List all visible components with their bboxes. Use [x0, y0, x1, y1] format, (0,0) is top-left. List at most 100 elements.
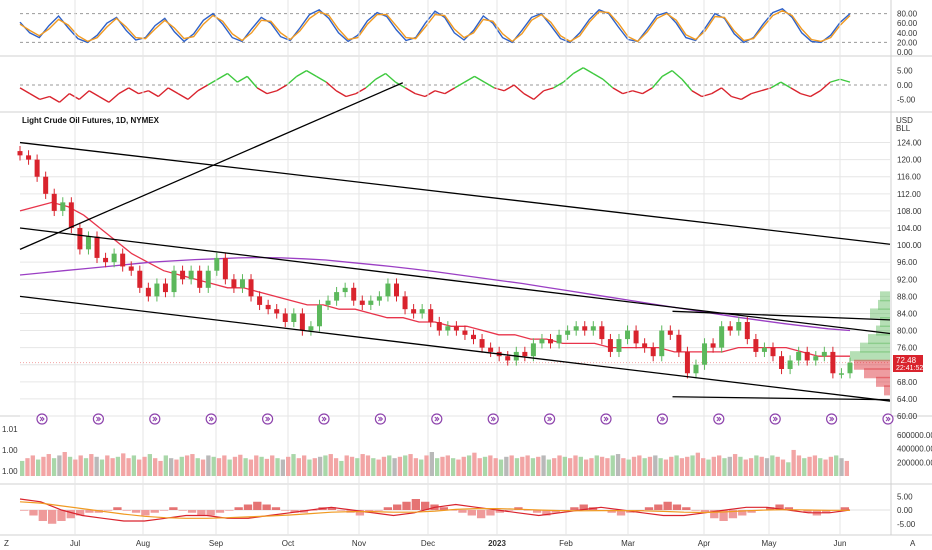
- candle-body: [479, 339, 485, 348]
- candle-body: [821, 351, 827, 357]
- oscillator-segment: [444, 87, 456, 95]
- oscillator-segment: [237, 75, 248, 83]
- candle-body: [736, 322, 742, 331]
- histogram-bar: [775, 504, 784, 510]
- volume-bar: [206, 455, 211, 476]
- corner-right-label[interactable]: A: [910, 539, 916, 548]
- candle-body: [428, 309, 434, 322]
- time-tick-label: Mar: [621, 539, 635, 548]
- volume-bar: [35, 459, 41, 476]
- profile-bar: [850, 351, 890, 362]
- trend-lines[interactable]: [19, 82, 891, 402]
- histogram-bar: [738, 510, 747, 516]
- volume-bar: [621, 458, 626, 476]
- corner-left-label[interactable]: Z: [4, 539, 9, 548]
- volume-bar: [663, 459, 669, 476]
- candle-body: [325, 300, 331, 305]
- histogram-bar: [20, 510, 29, 511]
- histogram-bar: [290, 510, 299, 513]
- volume-bar: [365, 455, 371, 476]
- volume-bar: [525, 455, 530, 476]
- oscillator-segment: [69, 93, 80, 100]
- oscillator-segment: [681, 78, 693, 92]
- volume-bar: [323, 455, 328, 476]
- candle-body: [556, 334, 562, 344]
- profile-bar: [880, 317, 890, 327]
- candle-body: [342, 287, 348, 293]
- volume-bar: [759, 456, 764, 476]
- event-marker-arrow: [39, 416, 45, 422]
- oscillator-segment: [770, 81, 782, 89]
- event-marker-arrow: [547, 416, 553, 422]
- moving-average-line: [19, 201, 850, 357]
- oscillator-segment: [217, 72, 228, 80]
- volume-bar: [317, 456, 323, 476]
- oscillator-segment: [721, 87, 732, 98]
- volume-bar: [520, 456, 525, 476]
- event-markers[interactable]: [36, 413, 894, 425]
- volume-bar: [121, 453, 126, 476]
- y-tick-label: -5.00: [897, 95, 916, 104]
- histogram-bar: [141, 510, 150, 516]
- volume-bar: [642, 458, 647, 476]
- candle-body: [368, 300, 374, 305]
- volume-bar: [248, 459, 254, 476]
- volume-bar: [626, 459, 631, 476]
- oscillator-segment: [227, 72, 238, 83]
- trend-line: [19, 295, 891, 402]
- oscillator-segment: [612, 87, 624, 95]
- oscillator-segment: [711, 87, 722, 95]
- volume-bar: [435, 458, 440, 476]
- volume-bar: [748, 458, 754, 476]
- histogram-bar: [542, 510, 551, 516]
- histogram-bar: [150, 510, 159, 513]
- volume-bar: [812, 455, 818, 476]
- price-tick-label: 84.00: [897, 309, 918, 318]
- volume-bar: [216, 458, 222, 476]
- histogram-bar: [374, 510, 383, 511]
- y-tick-label: 0.00: [897, 81, 913, 90]
- volume-bar: [775, 456, 780, 476]
- histogram-bar: [551, 510, 560, 513]
- oscillator-segment: [434, 90, 446, 95]
- histogram-bar: [271, 507, 281, 510]
- volume-bar: [589, 458, 594, 476]
- candle-body: [650, 347, 656, 357]
- volume-bar: [440, 456, 445, 476]
- candle-body: [770, 347, 776, 357]
- volume-bar: [158, 460, 163, 476]
- candle-body: [761, 347, 767, 352]
- oscillator-line: [19, 9, 851, 43]
- volume-bar: [834, 455, 839, 476]
- event-marker-arrow: [321, 416, 327, 422]
- volume-bar: [461, 456, 466, 476]
- volume-bar: [89, 454, 94, 476]
- candle-body: [625, 330, 631, 340]
- profile-bar: [870, 308, 890, 319]
- oscillator-segment: [108, 93, 120, 103]
- histogram-bar: [476, 510, 486, 519]
- histogram-bar: [710, 510, 719, 519]
- y-tick-label: 80.00: [897, 10, 918, 19]
- candle-body: [445, 326, 451, 331]
- oscillator-segment: [385, 72, 396, 83]
- oscillator-segment: [651, 75, 663, 89]
- volume-left-tick-label: 1.00: [2, 467, 18, 476]
- histogram-pane: 5.00 0.00 -5.00: [19, 492, 916, 529]
- volume-bar: [301, 455, 307, 476]
- volume-bar: [413, 458, 419, 476]
- oscillator-segment: [375, 72, 386, 80]
- oscillator-segment: [454, 81, 465, 89]
- volume-bar: [105, 455, 110, 476]
- volume-bar: [57, 455, 62, 476]
- histogram-bar: [784, 507, 794, 510]
- volume-bar: [232, 456, 238, 476]
- histogram-bar: [383, 507, 393, 510]
- oscillator-segment: [276, 84, 288, 92]
- candle-body: [180, 270, 186, 280]
- volume-bar: [51, 458, 57, 476]
- time-tick-label: Feb: [559, 539, 573, 548]
- candle-body: [813, 356, 819, 361]
